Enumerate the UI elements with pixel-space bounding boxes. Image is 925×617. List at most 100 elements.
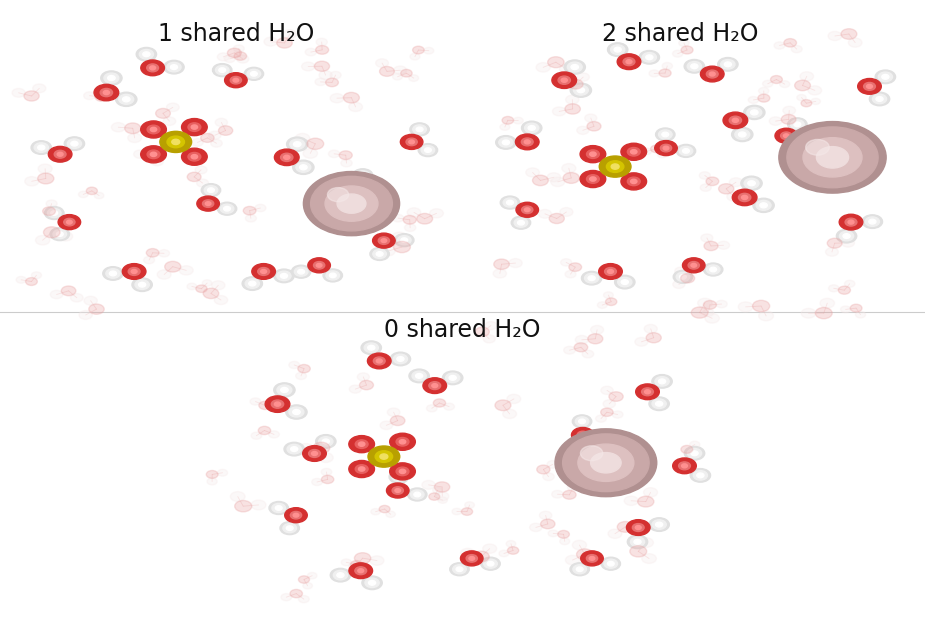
Circle shape	[587, 334, 603, 344]
Circle shape	[867, 85, 872, 88]
Circle shape	[783, 106, 796, 115]
Circle shape	[502, 117, 513, 124]
Circle shape	[508, 547, 519, 554]
Circle shape	[566, 95, 579, 104]
Circle shape	[188, 152, 201, 161]
Circle shape	[758, 88, 769, 94]
Circle shape	[155, 109, 170, 118]
Circle shape	[506, 540, 516, 547]
Circle shape	[305, 48, 316, 56]
Circle shape	[676, 272, 690, 281]
Circle shape	[393, 241, 411, 253]
Circle shape	[600, 408, 613, 416]
Circle shape	[652, 399, 666, 408]
Circle shape	[26, 278, 37, 286]
Circle shape	[129, 268, 140, 275]
Circle shape	[575, 336, 588, 344]
Circle shape	[203, 200, 214, 207]
Circle shape	[573, 565, 586, 574]
Circle shape	[687, 449, 702, 458]
Circle shape	[322, 439, 329, 444]
Circle shape	[94, 85, 118, 101]
Circle shape	[31, 141, 52, 154]
Circle shape	[684, 59, 705, 73]
Circle shape	[401, 69, 413, 77]
Circle shape	[795, 80, 810, 91]
Circle shape	[12, 88, 25, 97]
Circle shape	[585, 273, 598, 283]
Circle shape	[170, 65, 178, 70]
Circle shape	[299, 444, 314, 453]
Circle shape	[682, 464, 687, 468]
Circle shape	[58, 215, 80, 230]
Circle shape	[598, 462, 611, 470]
Circle shape	[586, 555, 598, 562]
Circle shape	[585, 114, 597, 122]
Circle shape	[539, 511, 552, 520]
Circle shape	[825, 247, 838, 256]
Circle shape	[618, 277, 632, 287]
Circle shape	[650, 145, 662, 152]
Circle shape	[564, 60, 586, 74]
Circle shape	[311, 176, 392, 231]
Circle shape	[201, 133, 214, 143]
Circle shape	[433, 399, 446, 407]
Circle shape	[870, 92, 890, 106]
Circle shape	[672, 458, 697, 474]
Circle shape	[691, 64, 697, 68]
Circle shape	[627, 177, 640, 186]
Circle shape	[412, 371, 426, 381]
Circle shape	[444, 403, 454, 410]
Circle shape	[407, 208, 421, 217]
Circle shape	[302, 582, 313, 589]
Circle shape	[321, 475, 334, 484]
Circle shape	[398, 236, 411, 245]
Circle shape	[524, 208, 530, 212]
Circle shape	[655, 376, 669, 386]
Circle shape	[298, 270, 304, 274]
Circle shape	[302, 62, 314, 71]
Circle shape	[549, 213, 564, 223]
Circle shape	[290, 511, 302, 519]
Circle shape	[330, 72, 341, 79]
Circle shape	[187, 172, 201, 181]
Circle shape	[525, 168, 539, 177]
Circle shape	[290, 589, 302, 598]
Circle shape	[409, 140, 414, 144]
Circle shape	[151, 152, 156, 157]
Circle shape	[187, 283, 197, 289]
Circle shape	[347, 191, 367, 204]
Circle shape	[245, 279, 259, 288]
Circle shape	[522, 138, 533, 146]
Circle shape	[538, 209, 551, 218]
Circle shape	[259, 401, 271, 410]
Circle shape	[515, 134, 539, 150]
Text: 2 shared H₂O: 2 shared H₂O	[601, 22, 758, 46]
Circle shape	[621, 143, 647, 160]
Circle shape	[251, 72, 257, 76]
Circle shape	[197, 196, 219, 211]
Circle shape	[367, 353, 391, 369]
Circle shape	[674, 267, 687, 275]
Circle shape	[397, 357, 404, 362]
Circle shape	[388, 408, 400, 416]
Circle shape	[228, 48, 241, 57]
Circle shape	[681, 445, 693, 453]
Circle shape	[46, 200, 57, 207]
Circle shape	[299, 576, 310, 583]
Circle shape	[727, 193, 740, 201]
Circle shape	[848, 38, 862, 47]
Circle shape	[683, 258, 705, 273]
Circle shape	[500, 196, 520, 209]
Circle shape	[622, 280, 628, 284]
Circle shape	[687, 62, 701, 71]
Circle shape	[560, 538, 570, 545]
Circle shape	[202, 184, 221, 197]
Circle shape	[509, 259, 523, 268]
Circle shape	[536, 62, 550, 72]
Circle shape	[494, 259, 510, 270]
Circle shape	[34, 143, 48, 152]
Circle shape	[264, 37, 278, 46]
Circle shape	[296, 162, 311, 172]
Circle shape	[865, 217, 880, 226]
